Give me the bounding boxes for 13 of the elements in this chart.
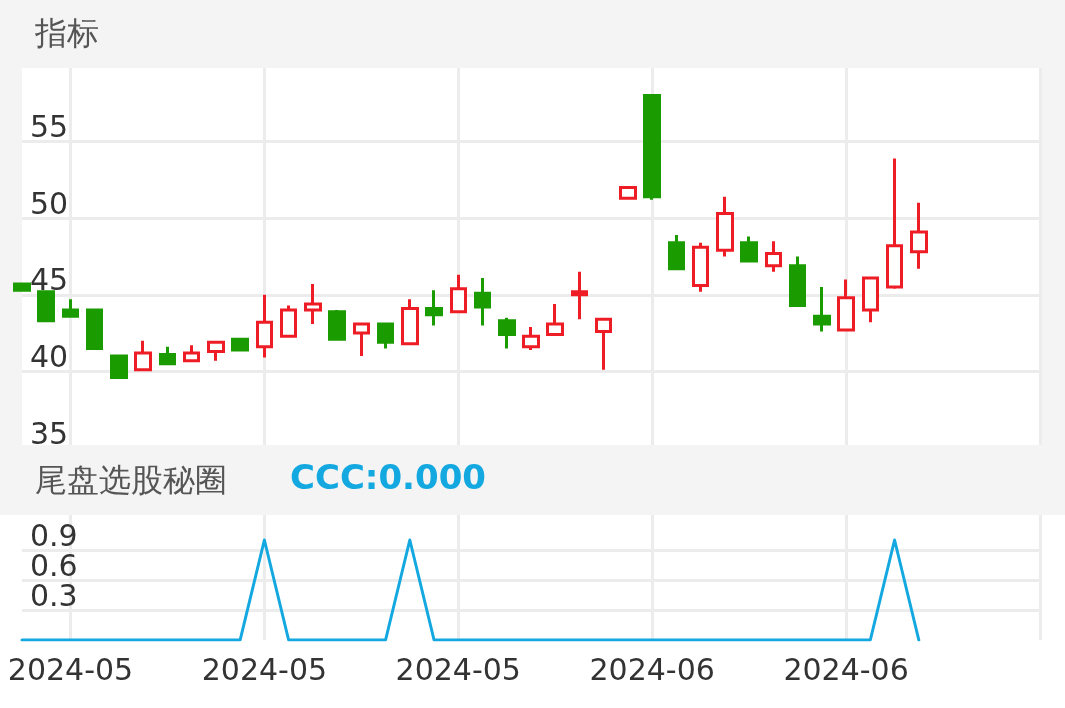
y-tick-label: 50 [30,185,69,221]
series-label: CCC:0.000 [290,457,486,497]
x-tick-label: 2024-06 [783,651,909,687]
y-tick-label: 55 [30,109,69,145]
chart-title: 尾盘选股秘圈 [35,461,227,499]
chart-title: 指标 [34,14,99,52]
y-tick-label: 40 [30,338,69,374]
y-tick-label: 45 [30,262,69,298]
x-tick-label: 2024-05 [395,651,521,687]
x-tick-label: 2024-06 [589,651,715,687]
x-tick-label: 2024-05 [201,651,328,687]
x-tick-label: 2024-05 [7,651,134,687]
y-tick-label: 35 [30,415,69,451]
